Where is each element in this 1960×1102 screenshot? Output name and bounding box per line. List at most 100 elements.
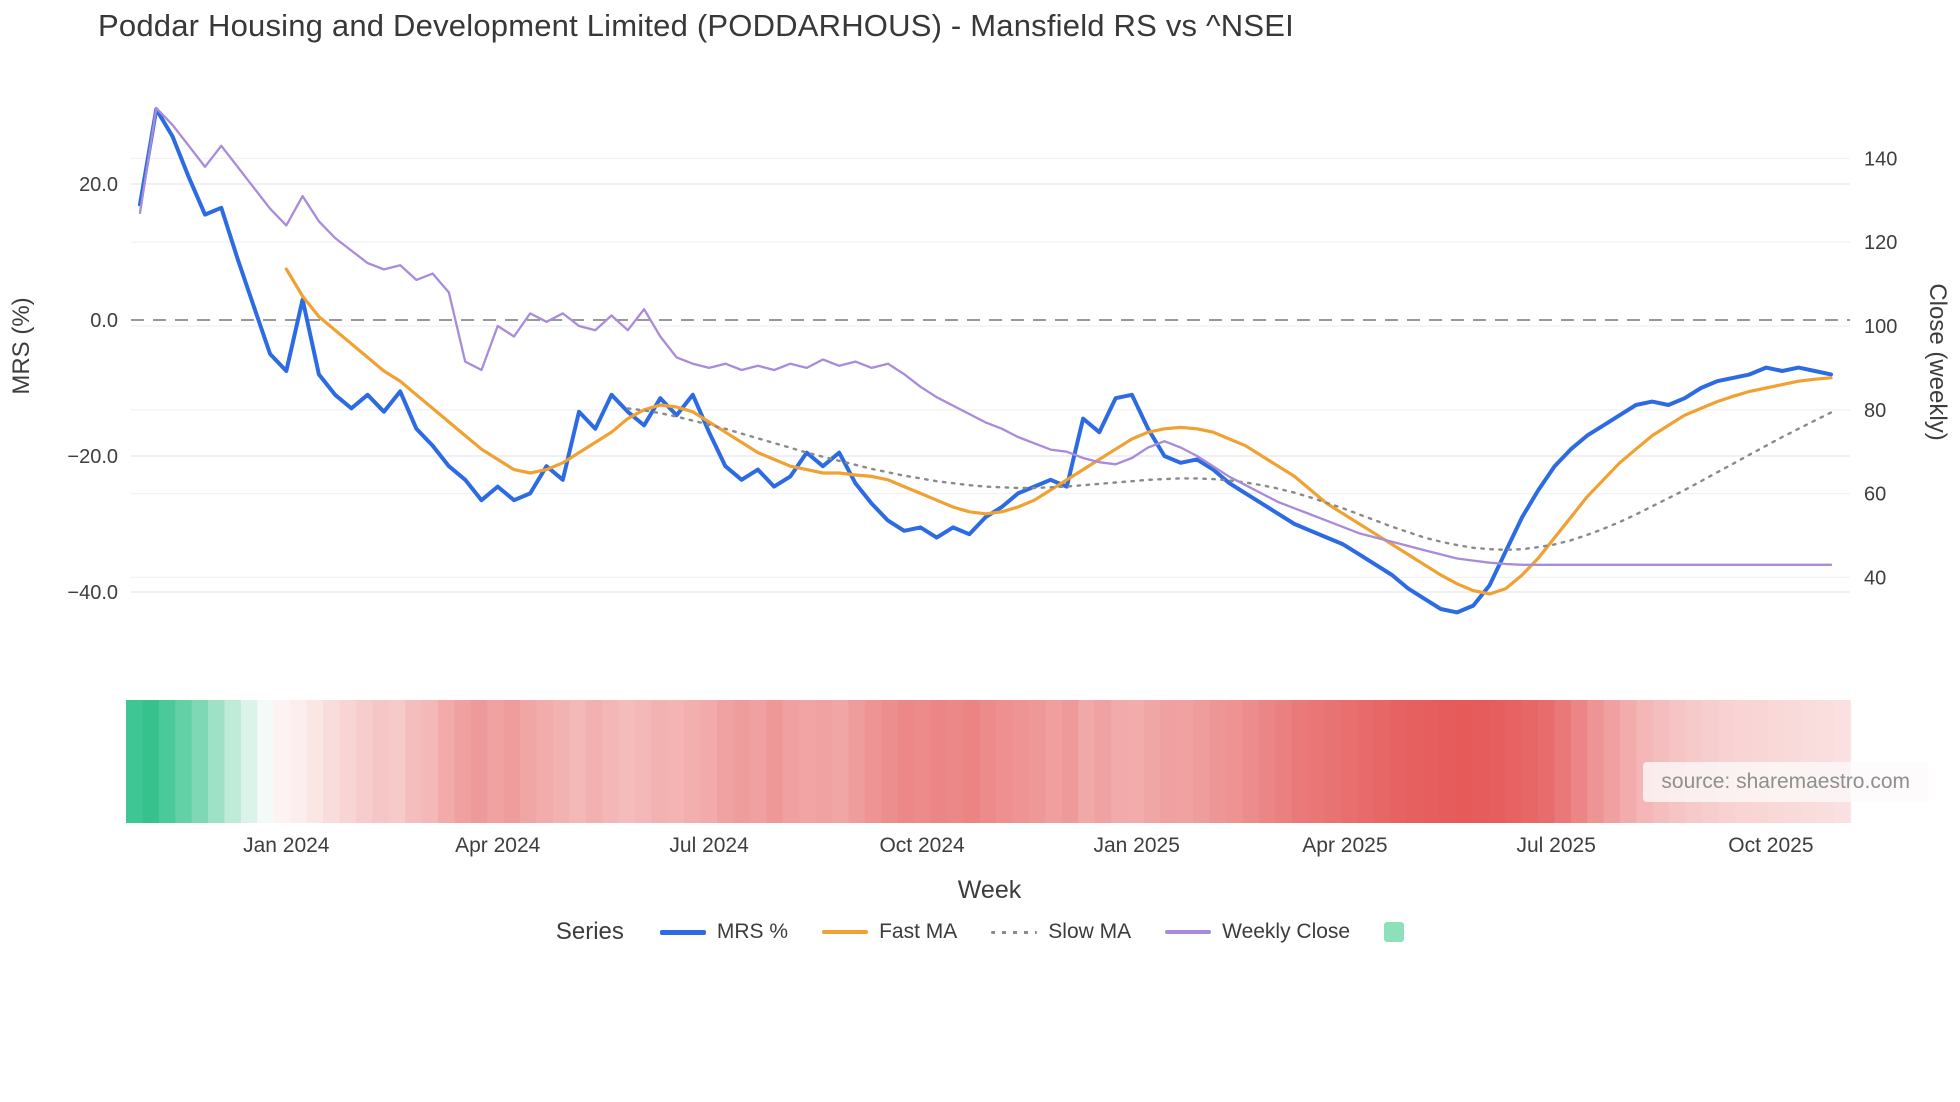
heatmap-cell [372, 700, 390, 823]
heatmap-cell [257, 700, 275, 823]
fast-ma-line[interactable] [284, 267, 1833, 596]
heatmap-cell [1176, 700, 1195, 823]
heatmap-cell [1324, 700, 1342, 823]
heatmap-cell [355, 700, 374, 823]
heatmap-cell [1554, 700, 1572, 823]
heatmap-cell [1193, 700, 1211, 823]
right-tick-label: 140 [1864, 148, 1897, 170]
legend: Series MRS % Fast MA Slow MA Weekly Close [0, 918, 1960, 946]
heatmap-cell [749, 700, 768, 823]
heatmap-cell [996, 700, 1014, 823]
right-axis-title: Close (weekly) [1924, 283, 1951, 441]
heatmap-cell [273, 700, 291, 823]
x-tick-label: Oct 2024 [879, 834, 965, 857]
heatmap-cell [1620, 700, 1638, 823]
heatmap-cell [1012, 700, 1030, 823]
heatmap-cell [815, 700, 833, 823]
heatmap-cell [946, 700, 965, 823]
heatmap-cell [1258, 700, 1277, 823]
heatmap-cell [323, 700, 341, 823]
legend-item-label: Fast MA [879, 920, 958, 943]
slow-ma-line[interactable] [626, 407, 1833, 551]
heatmap-cell [290, 700, 308, 823]
heatmap-cell [1029, 700, 1047, 823]
heatmap-cell [782, 700, 800, 823]
legend-square-swatch-icon [1384, 922, 1405, 942]
left-axis-title: MRS (%) [8, 297, 35, 395]
heatmap-cell [1373, 700, 1392, 823]
heatmap-cell [1111, 700, 1129, 823]
right-tick-label: 60 [1864, 484, 1886, 506]
heatmap-cell [437, 700, 456, 823]
legend-item-slow-ma[interactable]: Slow MA [991, 920, 1131, 944]
mrs--line[interactable] [138, 107, 1833, 615]
heatmap-cell [1439, 700, 1457, 823]
x-tick-label: Jul 2024 [669, 834, 749, 857]
x-axis-title: Week [957, 876, 1022, 904]
heatmap-cell [1275, 700, 1293, 823]
heatmap-cell [126, 700, 144, 823]
x-tick-label: Jul 2025 [1516, 834, 1595, 857]
legend-item-label: Slow MA [1048, 920, 1132, 943]
heatmap-cell [1341, 700, 1359, 823]
heatmap-cell [1242, 700, 1260, 823]
heatmap-cell [1226, 700, 1244, 823]
heatmap-cell [158, 700, 177, 823]
heatmap-cell [1455, 700, 1474, 823]
heatmap-cell [536, 700, 554, 823]
x-tick-label: Jan 2024 [243, 834, 330, 857]
heatmap-cell [881, 700, 899, 823]
heatmap-cell [799, 700, 817, 823]
heatmap-cell [930, 700, 948, 823]
legend-item-heatmap-swatch[interactable] [1384, 922, 1405, 942]
heatmap-cell [618, 700, 636, 823]
legend-item-mrs-[interactable]: MRS % [659, 920, 789, 944]
x-tick-label: Oct 2025 [1728, 834, 1813, 857]
heatmap-cell [1603, 700, 1621, 823]
heatmap-cell [470, 700, 489, 823]
heatmap-cell [1390, 700, 1408, 823]
heatmap-cell [864, 700, 883, 823]
left-tick-label: −20.0 [67, 446, 118, 468]
heatmap-cell [963, 700, 981, 823]
x-tick-label: Apr 2024 [455, 834, 541, 857]
heatmap-cell [421, 700, 439, 823]
heatmap-cell [191, 700, 209, 823]
heatmap-cell [208, 700, 226, 823]
heatmap-cell [240, 700, 259, 823]
heatmap-cell [1291, 700, 1309, 823]
left-tick-label: −40.0 [67, 582, 118, 604]
heatmap-cell [487, 700, 505, 823]
heatmap-cell [684, 700, 702, 823]
heatmap-cell [503, 700, 521, 823]
heatmap-cell [520, 700, 538, 823]
heatmap-cell [1308, 700, 1326, 823]
heatmap-cell [339, 700, 357, 823]
heatmap-cell [1488, 700, 1506, 823]
legend-item-label: Weekly Close [1222, 920, 1351, 943]
right-tick-label: 80 [1864, 400, 1886, 422]
heatmap-cell [1472, 700, 1490, 823]
legend-item-weekly-close[interactable]: Weekly Close [1165, 920, 1350, 944]
legend-item-label: MRS % [716, 920, 789, 943]
right-tick-label: 120 [1864, 232, 1897, 254]
x-tick-label: Apr 2025 [1302, 834, 1387, 857]
heatmap-cell [1160, 700, 1178, 823]
legend-item-fast-ma[interactable]: Fast MA [822, 920, 957, 944]
heatmap-cell [667, 700, 686, 823]
heatmap-cell [766, 700, 784, 823]
chart-title: Poddar Housing and Development Limited (… [98, 8, 1294, 43]
heatmap-cell [914, 700, 932, 823]
heatmap-cell [979, 700, 998, 823]
heatmap-cell [224, 700, 242, 823]
heatmap-cell [552, 700, 571, 823]
heatmap-cell [848, 700, 866, 823]
heatmap-cell [585, 700, 603, 823]
heatmap-cell [651, 700, 669, 823]
heatmap-cell [1505, 700, 1523, 823]
heatmap-cell [602, 700, 620, 823]
heatmap-cell [1094, 700, 1112, 823]
weekly-close-line[interactable] [138, 106, 1833, 566]
heatmap-cell [454, 700, 472, 823]
